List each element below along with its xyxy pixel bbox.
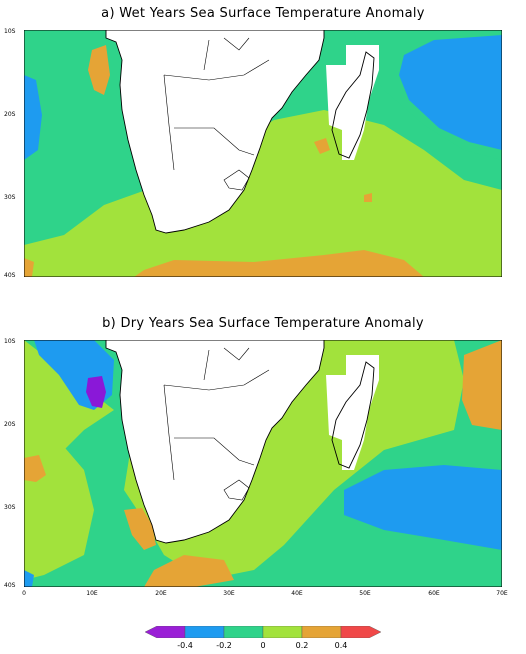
colorbar-seg-purple (145, 626, 186, 638)
sea-orange-sw (24, 258, 34, 277)
lat-label-20s-b: 20S (4, 421, 16, 428)
sea-purple-west (86, 376, 106, 408)
sea-orange-sw (124, 508, 156, 550)
country-borders (163, 37, 270, 191)
lon-label-30e: 30E (223, 590, 235, 597)
panel-b-title: b) Dry Years Sea Surface Temperature Ano… (102, 316, 424, 331)
colorbar-seg-orange (301, 626, 342, 638)
sea-orange-west (88, 45, 110, 95)
lat-label-30s-b: 30S (4, 504, 16, 511)
lat-label-10s-a: 10S (4, 28, 16, 35)
colorbar-seg-red (340, 626, 381, 638)
sea-orange-south (144, 555, 234, 587)
colorbar-seg-green (223, 626, 264, 638)
colorbar-label-0: 0 (260, 641, 266, 650)
madagascar (331, 361, 375, 469)
colorbar-seg-lime (262, 626, 303, 638)
sea-orange-west (24, 455, 46, 482)
colorbar-label-neg04: -0.4 (177, 641, 193, 650)
lon-label-0: 0 (22, 590, 26, 597)
lat-label-10s-b: 10S (4, 338, 16, 345)
sea-orange-spot-2 (364, 193, 372, 202)
wet-years-map (24, 30, 502, 277)
colorbar-label-02: 0.2 (295, 641, 309, 650)
sea-lime-west (24, 420, 94, 580)
dry-years-map (24, 340, 502, 587)
sea-orange-east (462, 340, 502, 430)
colorbar-label-neg02: -0.2 (216, 641, 232, 650)
sea-orange-spot (314, 138, 330, 154)
lon-label-70e: 70E (496, 590, 508, 597)
africa-land (105, 340, 325, 544)
lon-label-20e: 20E (155, 590, 167, 597)
sea-blue-east (399, 35, 502, 150)
sea-blue-west (24, 75, 42, 160)
madagascar-mask (326, 45, 379, 160)
lat-label-20s-a: 20S (4, 111, 16, 118)
lon-label-40e: 40E (291, 590, 303, 597)
sea-blue-sw (24, 570, 34, 587)
lon-label-50e: 50E (359, 590, 371, 597)
lon-label-10e: 10E (86, 590, 98, 597)
colorbar-label-04: 0.4 (334, 641, 348, 650)
sea-blue-east (344, 465, 502, 550)
lat-label-30s-a: 30S (4, 194, 16, 201)
lat-label-40s-b: 40S (4, 582, 16, 589)
lat-label-40s-a: 40S (4, 272, 16, 279)
sea-orange-south (134, 250, 424, 277)
africa-land (105, 30, 325, 234)
panel-a-title: a) Wet Years Sea Surface Temperature Ano… (101, 6, 425, 21)
madagascar-mask (326, 355, 379, 470)
madagascar (331, 51, 375, 159)
lon-label-60e: 60E (428, 590, 440, 597)
country-borders (163, 347, 270, 501)
colorbar-legend (145, 626, 381, 638)
colorbar-seg-blue (184, 626, 225, 638)
